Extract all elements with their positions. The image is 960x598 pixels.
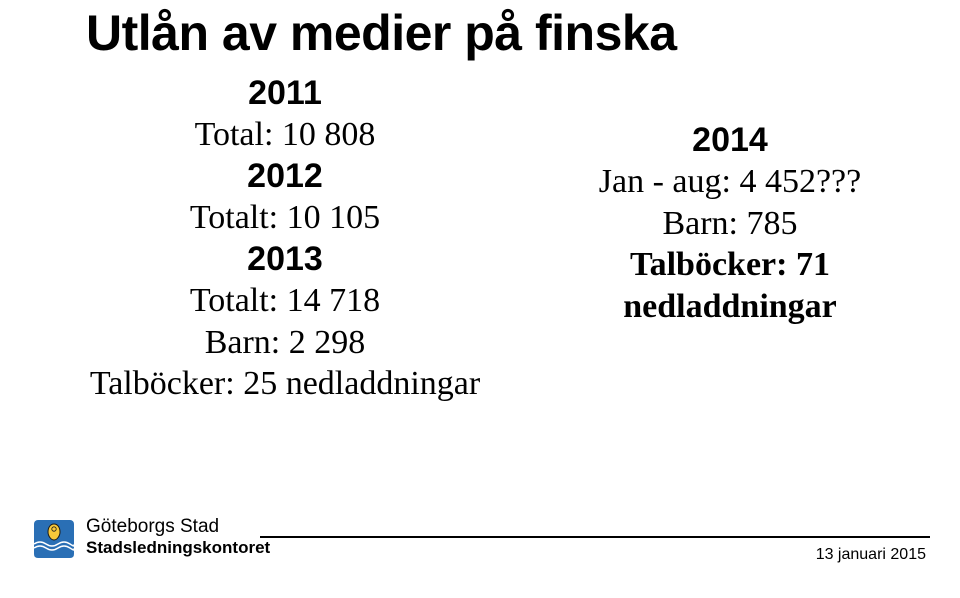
footer: Göteborgs Stad Stadsledningskontoret 13 … — [30, 508, 930, 578]
janaug-2014: Jan - aug: 4 452??? — [540, 161, 920, 202]
logo-text: Göteborgs Stad Stadsledningskontoret — [86, 516, 270, 557]
talbocker-2013: Talböcker: 25 nedladdningar — [70, 363, 500, 404]
total-2013: Totalt: 14 718 — [70, 280, 500, 321]
total-2011: Total: 10 808 — [70, 114, 500, 155]
logo-department: Stadsledningskontoret — [86, 538, 270, 558]
total-2012: Totalt: 10 105 — [70, 197, 500, 238]
logo-block: Göteborgs Stad Stadsledningskontoret — [30, 508, 260, 578]
year-2013: 2013 — [70, 239, 500, 280]
talbocker-2014-line1: Talböcker: 71 — [540, 244, 920, 285]
footer-date: 13 januari 2015 — [816, 546, 926, 564]
year-2011: 2011 — [70, 73, 500, 114]
barn-2014: Barn: 785 — [540, 203, 920, 244]
right-column: 2014 Jan - aug: 4 452??? Barn: 785 Talbö… — [540, 120, 920, 327]
left-column: 2011 Total: 10 808 2012 Totalt: 10 105 2… — [70, 73, 500, 405]
talbocker-2014-line2: nedladdningar — [540, 286, 920, 327]
barn-2013: Barn: 2 298 — [70, 322, 500, 363]
year-2012: 2012 — [70, 156, 500, 197]
logo-city: Göteborgs Stad — [86, 516, 270, 538]
slide-title: Utlån av medier på finska — [86, 4, 677, 62]
footer-divider — [260, 536, 930, 538]
goteborg-crest-icon — [30, 514, 78, 562]
year-2014: 2014 — [540, 120, 920, 161]
